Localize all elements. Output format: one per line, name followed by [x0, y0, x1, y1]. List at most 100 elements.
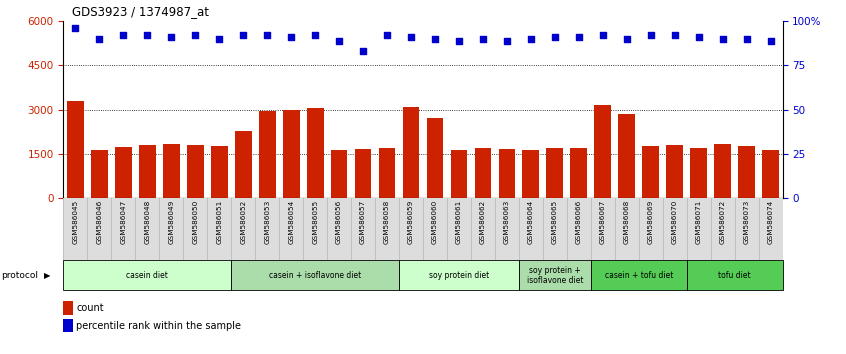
Point: [164, 34, 178, 40]
Point: [524, 36, 537, 42]
Bar: [618, 114, 635, 198]
Text: GSM586046: GSM586046: [96, 200, 102, 244]
Bar: [67, 102, 84, 198]
Text: GSM586053: GSM586053: [264, 200, 270, 244]
Text: GSM586051: GSM586051: [217, 200, 222, 244]
Bar: [91, 149, 107, 198]
Text: GSM586070: GSM586070: [672, 200, 678, 244]
Text: count: count: [76, 303, 104, 313]
Text: GSM586068: GSM586068: [624, 200, 629, 244]
Point: [476, 36, 490, 42]
Text: GSM586058: GSM586058: [384, 200, 390, 244]
Point: [332, 38, 346, 44]
Bar: [163, 144, 179, 198]
Point: [189, 33, 202, 38]
Bar: [591, 260, 687, 290]
Bar: [63, 260, 231, 290]
Bar: [235, 131, 251, 198]
Text: GSM586064: GSM586064: [528, 200, 534, 244]
Text: GSM586056: GSM586056: [336, 200, 342, 244]
Text: GDS3923 / 1374987_at: GDS3923 / 1374987_at: [72, 5, 209, 18]
Point: [212, 36, 226, 42]
Point: [620, 36, 634, 42]
Bar: [519, 260, 591, 290]
Text: GSM586059: GSM586059: [408, 200, 414, 244]
Text: GSM586045: GSM586045: [73, 200, 79, 244]
Bar: [259, 111, 276, 198]
Bar: [762, 150, 779, 198]
Text: GSM586062: GSM586062: [480, 200, 486, 244]
Text: casein diet: casein diet: [126, 271, 168, 280]
Text: casein + tofu diet: casein + tofu diet: [605, 271, 673, 280]
Text: GSM586065: GSM586065: [552, 200, 558, 244]
Point: [596, 33, 609, 38]
Point: [667, 33, 681, 38]
Text: soy protein +
isoflavone diet: soy protein + isoflavone diet: [526, 266, 583, 285]
Point: [644, 33, 657, 38]
Bar: [63, 301, 73, 315]
Bar: [331, 149, 348, 198]
Point: [428, 36, 442, 42]
Point: [716, 36, 729, 42]
Bar: [187, 145, 204, 198]
Bar: [379, 148, 395, 198]
Point: [140, 33, 154, 38]
Point: [356, 48, 370, 54]
Text: GSM586066: GSM586066: [576, 200, 582, 244]
Text: GSM586054: GSM586054: [288, 200, 294, 244]
Point: [308, 33, 321, 38]
Text: GSM586069: GSM586069: [648, 200, 654, 244]
Text: GSM586057: GSM586057: [360, 200, 366, 244]
Text: percentile rank within the sample: percentile rank within the sample: [76, 321, 241, 331]
Text: GSM586049: GSM586049: [168, 200, 174, 244]
Bar: [231, 260, 399, 290]
Point: [572, 34, 585, 40]
Bar: [63, 319, 73, 332]
Text: tofu diet: tofu diet: [718, 271, 751, 280]
Bar: [451, 150, 467, 198]
Point: [236, 33, 250, 38]
Bar: [739, 146, 755, 198]
Point: [404, 34, 418, 40]
Bar: [354, 149, 371, 198]
Text: GSM586071: GSM586071: [695, 200, 701, 244]
Text: casein + isoflavone diet: casein + isoflavone diet: [269, 271, 361, 280]
Bar: [595, 105, 611, 198]
Point: [452, 38, 465, 44]
Text: GSM586073: GSM586073: [744, 200, 750, 244]
Bar: [690, 148, 707, 198]
Bar: [307, 108, 323, 198]
Bar: [211, 146, 228, 198]
Point: [739, 36, 753, 42]
Bar: [498, 149, 515, 198]
Point: [692, 34, 706, 40]
Text: GSM586052: GSM586052: [240, 200, 246, 244]
Bar: [687, 260, 783, 290]
Bar: [642, 146, 659, 198]
Bar: [667, 145, 683, 198]
Point: [261, 33, 274, 38]
Text: GSM586063: GSM586063: [504, 200, 510, 244]
Point: [764, 38, 777, 44]
Bar: [523, 150, 539, 198]
Text: ▶: ▶: [44, 271, 51, 280]
Point: [284, 34, 298, 40]
Text: GSM586060: GSM586060: [432, 200, 438, 244]
Text: GSM586048: GSM586048: [145, 200, 151, 244]
Text: protocol: protocol: [1, 271, 38, 280]
Text: GSM586067: GSM586067: [600, 200, 606, 244]
Text: soy protein diet: soy protein diet: [429, 271, 489, 280]
Bar: [426, 118, 443, 198]
Bar: [139, 144, 156, 198]
Point: [117, 33, 130, 38]
Text: GSM586074: GSM586074: [767, 200, 773, 244]
Text: GSM586047: GSM586047: [120, 200, 126, 244]
Bar: [570, 148, 587, 198]
Text: GSM586061: GSM586061: [456, 200, 462, 244]
Point: [69, 25, 82, 31]
Bar: [547, 148, 563, 198]
Point: [380, 33, 393, 38]
Bar: [283, 110, 299, 198]
Text: GSM586072: GSM586072: [720, 200, 726, 244]
Point: [92, 36, 106, 42]
